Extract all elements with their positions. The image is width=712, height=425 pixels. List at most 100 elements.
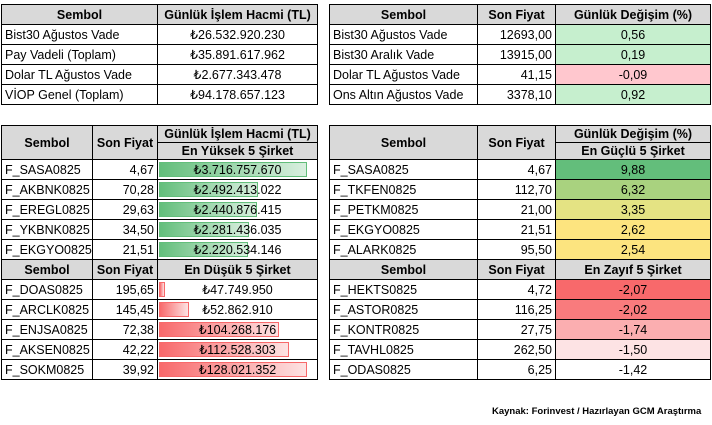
table-row: F_ENJSA0825 72,38 ₺104.268.176 bbox=[1, 319, 318, 340]
cell-price: 27,75 bbox=[477, 319, 556, 340]
header-change: Günlük Değişim (%) bbox=[555, 125, 711, 143]
table-header-row: Sembol Son Fiyat Günlük Değişim (%) bbox=[329, 4, 711, 25]
change-ranking-table: Sembol Son Fiyat Günlük Değişim (%) En G… bbox=[329, 125, 711, 380]
data-bar bbox=[159, 242, 248, 257]
cell-price: 70,28 bbox=[92, 179, 158, 200]
cell-volume: ₺128.021.352 bbox=[157, 359, 318, 380]
cell-symbol: VİOP Genel (Toplam) bbox=[1, 84, 158, 105]
data-bar bbox=[159, 182, 258, 197]
cell-price: 21,00 bbox=[477, 199, 556, 220]
cell-symbol: F_KONTR0825 bbox=[329, 319, 478, 340]
table-row: F_EREGL0825 29,63 ₺2.440.876.415 bbox=[1, 199, 318, 220]
lowest-title: En Düşük 5 Şirket bbox=[157, 259, 318, 280]
table-row: F_HEKTS0825 4,72 -2,07 bbox=[329, 279, 711, 300]
cell-symbol: F_AKBNK0825 bbox=[1, 179, 93, 200]
table-row: F_AKSEN0825 42,22 ₺112.528.303 bbox=[1, 339, 318, 360]
cell-volume: ₺2.677.343.478 bbox=[157, 64, 318, 85]
cell-volume: ₺3.716.757.670 bbox=[157, 159, 318, 180]
volume-text: ₺128.021.352 bbox=[198, 362, 277, 377]
cell-price: 41,15 bbox=[477, 64, 556, 85]
cell-change: 2,54 bbox=[555, 239, 711, 260]
table-row: F_PETKM0825 21,00 3,35 bbox=[329, 199, 711, 220]
volume-text: ₺2.492.413.022 bbox=[193, 182, 282, 197]
table-row: F_ODAS0825 6,25 -1,42 bbox=[329, 359, 711, 380]
cell-price: 21,51 bbox=[92, 239, 158, 260]
cell-symbol: F_EKGYO0825 bbox=[329, 219, 478, 240]
cell-price: 13915,00 bbox=[477, 44, 556, 65]
table-row: VİOP Genel (Toplam) ₺94.178.657.123 bbox=[1, 84, 318, 105]
cell-symbol: Dolar TL Ağustos Vade bbox=[329, 64, 478, 85]
header-symbol: Sembol bbox=[329, 125, 478, 160]
cell-price: 145,45 bbox=[92, 299, 158, 320]
cell-change: 0,19 bbox=[555, 44, 711, 65]
strongest-body: F_SASA0825 4,67 9,88 F_TKFEN0825 112,70 6,32 F… bbox=[329, 159, 711, 260]
cell-symbol: F_AKSEN0825 bbox=[1, 339, 93, 360]
table-row: Bist30 Aralık Vade 13915,00 0,19 bbox=[329, 44, 711, 65]
header-price: Son Fiyat bbox=[477, 125, 556, 160]
table-row: F_SASA0825 4,67 9,88 bbox=[329, 159, 711, 180]
cell-change: 3,35 bbox=[555, 199, 711, 220]
cell-symbol: Bist30 Ağustos Vade bbox=[329, 24, 478, 45]
cell-price: 6,25 bbox=[477, 359, 556, 380]
table-row: Pay Vadeli (Toplam) ₺35.891.617.962 bbox=[1, 44, 318, 65]
table-row: F_ALARK0825 95,50 2,54 bbox=[329, 239, 711, 260]
cell-change: 0,92 bbox=[555, 84, 711, 105]
cell-volume: ₺2.440.876.415 bbox=[157, 199, 318, 220]
header-price: Son Fiyat bbox=[477, 259, 556, 280]
cell-symbol: F_EKGYO0825 bbox=[1, 239, 93, 260]
cell-volume: ₺52.862.910 bbox=[157, 299, 318, 320]
header-change: Günlük Değişim (%) bbox=[555, 4, 711, 25]
cell-price: 3378,10 bbox=[477, 84, 556, 105]
cell-volume: ₺94.178.657.123 bbox=[157, 84, 318, 105]
cell-price: 4,72 bbox=[477, 279, 556, 300]
cell-price: 39,92 bbox=[92, 359, 158, 380]
cell-symbol: F_TKFEN0825 bbox=[329, 179, 478, 200]
table-row: Dolar TL Ağustos Vade ₺2.677.343.478 bbox=[1, 64, 318, 85]
header-symbol: Sembol bbox=[1, 259, 93, 280]
volume-text: ₺52.862.910 bbox=[202, 302, 273, 317]
cell-symbol: F_HEKTS0825 bbox=[329, 279, 478, 300]
table-row: F_DOAS0825 195,65 ₺47.749.950 bbox=[1, 279, 318, 300]
header-symbol: Sembol bbox=[1, 4, 158, 25]
cell-symbol: F_ODAS0825 bbox=[329, 359, 478, 380]
header-price: Son Fiyat bbox=[477, 4, 556, 25]
cell-change: -1,74 bbox=[555, 319, 711, 340]
volume-text: ₺2.440.876.415 bbox=[193, 202, 282, 217]
data-bar bbox=[159, 302, 189, 317]
cell-symbol: F_ENJSA0825 bbox=[1, 319, 93, 340]
cell-volume: ₺2.281.436.035 bbox=[157, 219, 318, 240]
cell-symbol: F_YKBNK0825 bbox=[1, 219, 93, 240]
cell-change: -1,42 bbox=[555, 359, 711, 380]
cell-price: 195,65 bbox=[92, 279, 158, 300]
table-row: F_YKBNK0825 34,50 ₺2.281.436.035 bbox=[1, 219, 318, 240]
cell-volume: ₺2.220.534.146 bbox=[157, 239, 318, 260]
cell-symbol: Bist30 Ağustos Vade bbox=[1, 24, 158, 45]
data-bar bbox=[159, 322, 279, 337]
cell-change: -2,02 bbox=[555, 299, 711, 320]
cell-price: 12693,00 bbox=[477, 24, 556, 45]
cell-symbol: F_SASA0825 bbox=[1, 159, 93, 180]
table-row: Dolar TL Ağustos Vade 41,15 -0,09 bbox=[329, 64, 711, 85]
cell-volume: ₺2.492.413.022 bbox=[157, 179, 318, 200]
cell-change: 6,32 bbox=[555, 179, 711, 200]
table-row: F_SASA0825 4,67 ₺3.716.757.670 bbox=[1, 159, 318, 180]
table-row: F_TKFEN0825 112,70 6,32 bbox=[329, 179, 711, 200]
cell-symbol: F_ARCLK0825 bbox=[1, 299, 93, 320]
cell-price: 4,67 bbox=[477, 159, 556, 180]
cell-price: 42,22 bbox=[92, 339, 158, 360]
volume-text: ₺47.749.950 bbox=[202, 282, 273, 297]
cell-price: 116,25 bbox=[477, 299, 556, 320]
cell-symbol: F_SOKM0825 bbox=[1, 359, 93, 380]
volume-text: ₺112.528.303 bbox=[199, 342, 276, 357]
cell-symbol: F_ASTOR0825 bbox=[329, 299, 478, 320]
header-volume: Günlük İşlem Hacmi (TL) bbox=[157, 4, 318, 25]
cell-price: 95,50 bbox=[477, 239, 556, 260]
table-header-row: Sembol Günlük İşlem Hacmi (TL) bbox=[1, 4, 318, 25]
cell-price: 72,38 bbox=[92, 319, 158, 340]
data-bar bbox=[159, 342, 289, 357]
cell-symbol: Dolar TL Ağustos Vade bbox=[1, 64, 158, 85]
cell-volume: ₺26.532.920.230 bbox=[157, 24, 318, 45]
cell-change: -1,50 bbox=[555, 339, 711, 360]
table-row: Bist30 Ağustos Vade ₺26.532.920.230 bbox=[1, 24, 318, 45]
highest-title: En Yüksek 5 Şirket bbox=[157, 142, 318, 160]
